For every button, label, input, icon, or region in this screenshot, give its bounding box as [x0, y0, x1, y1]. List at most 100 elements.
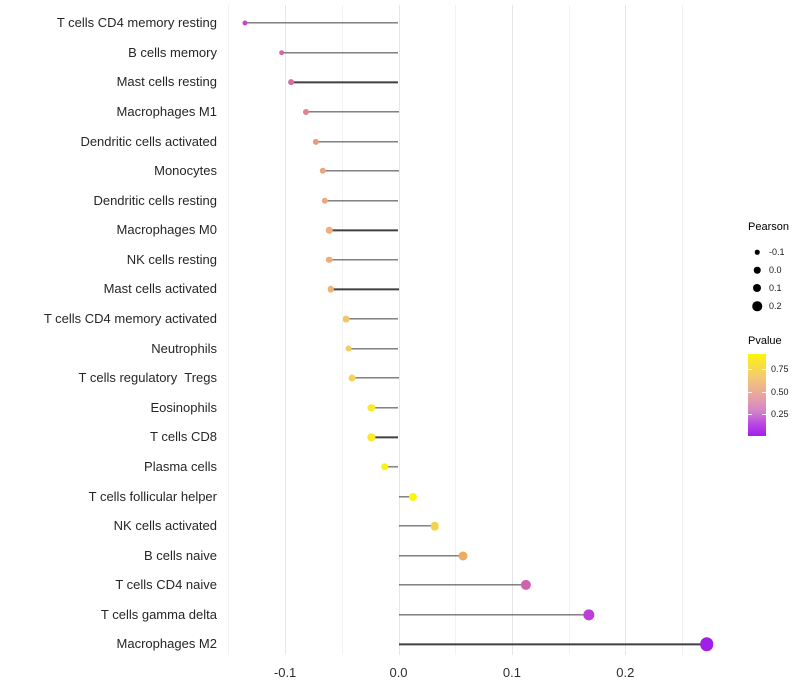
- lollipop-dot: [367, 404, 375, 412]
- legend-pearson-item-label: -0.1: [769, 247, 785, 257]
- y-axis-label: Macrophages M1: [116, 103, 217, 119]
- legend-pvalue-colorbar: Pvalue 0.75 0.50 0.25: [748, 335, 800, 436]
- y-axis-label: NK cells activated: [113, 518, 217, 534]
- gridline-minor: [568, 5, 570, 655]
- lollipop-stem: [398, 495, 414, 498]
- y-axis-label: T cells follicular helper: [88, 488, 217, 504]
- colorbar-tick: [748, 369, 752, 370]
- lollipop-stem: [371, 436, 399, 438]
- lollipop-stem: [329, 259, 399, 261]
- y-axis-label: Plasma cells: [144, 458, 217, 474]
- pvalue-colorbar-gradient: [748, 354, 766, 436]
- gridline-minor: [455, 5, 457, 655]
- lollipop-dot: [342, 315, 350, 323]
- lollipop-stem: [398, 584, 526, 586]
- gridline-major: [285, 5, 287, 655]
- y-axis-label: T cells gamma delta: [100, 606, 217, 622]
- y-axis-label: NK cells resting: [126, 251, 217, 267]
- lollipop-stem: [398, 614, 589, 616]
- colorbar-tick-label: 0.25: [771, 409, 789, 419]
- gridline-major: [511, 5, 513, 655]
- lollipop-stem: [352, 377, 399, 379]
- gridline-minor: [228, 5, 230, 655]
- lollipop-stem: [398, 525, 435, 527]
- legend-pearson-item: 0.2: [748, 297, 798, 315]
- lollipop-dot: [381, 463, 389, 471]
- lollipop-stem: [371, 407, 399, 409]
- x-axis-tick-label: 0.1: [502, 665, 521, 680]
- lollipop-dot: [520, 580, 531, 591]
- legend-pearson-item-label: 0.0: [769, 265, 782, 275]
- y-axis-label: Neutrophils: [151, 340, 217, 356]
- legend-pearson-item: -0.1: [748, 243, 798, 261]
- lollipop-stem: [322, 170, 399, 172]
- gridline-minor: [682, 5, 683, 655]
- lollipop-dot: [430, 521, 440, 531]
- lollipop-dot: [321, 197, 328, 204]
- lollipop-dot: [367, 433, 375, 441]
- y-axis-label: Macrophages M2: [116, 636, 217, 652]
- lollipop-stem: [245, 22, 399, 24]
- lollipop-dot: [583, 609, 595, 621]
- gridline-major: [398, 5, 400, 655]
- colorbar-tick: [748, 414, 752, 415]
- y-axis-label: Dendritic cells activated: [80, 133, 217, 149]
- x-axis-tick-label: -0.1: [273, 665, 297, 680]
- lollipop-stem: [330, 288, 399, 291]
- lollipop-stem: [315, 140, 399, 143]
- legend-pvalue-title: Pvalue: [748, 335, 782, 347]
- y-axis-label: B cells naive: [144, 547, 217, 563]
- lollipop-dot: [278, 50, 285, 56]
- colorbar-tick-label: 0.75: [771, 364, 789, 374]
- colorbar-tick: [748, 391, 752, 393]
- y-axis-label: T cells CD8: [150, 429, 217, 445]
- lollipop-dot: [287, 79, 294, 86]
- lollipop-dot: [242, 20, 248, 26]
- y-axis-label: Mast cells resting: [116, 74, 217, 90]
- y-axis-label: T cells CD4 naive: [115, 577, 217, 593]
- legend-pearson-size: Pearson -0.1 0.0 0.1 0.2: [748, 221, 798, 315]
- y-axis-label: Dendritic cells resting: [93, 192, 217, 208]
- lollipop-dot: [345, 345, 353, 353]
- y-axis-label: Monocytes: [154, 163, 217, 179]
- y-axis-label: T cells CD4 memory activated: [43, 311, 217, 326]
- lollipop-dot: [326, 256, 333, 264]
- lollipop-dot: [700, 637, 714, 652]
- lollipop-dot: [326, 227, 333, 234]
- lollipop-stem: [384, 466, 399, 468]
- lollipop-dot: [312, 138, 319, 145]
- lollipop-stem: [324, 200, 399, 202]
- colorbar-tick: [762, 414, 766, 415]
- gridline-minor: [341, 5, 343, 655]
- y-axis-label: Macrophages M0: [116, 222, 217, 238]
- lollipop-dot: [319, 167, 326, 175]
- legend-pearson-item: 0.0: [748, 261, 798, 279]
- legend-pearson-dot: [752, 301, 762, 311]
- legend-pearson-dot: [753, 284, 761, 292]
- legend-pearson-dot: [754, 249, 760, 255]
- colorbar-tick: [762, 391, 766, 393]
- y-axis-label: T cells regulatory Tregs: [78, 370, 217, 386]
- y-axis-label: Eosinophils: [150, 399, 218, 415]
- y-axis-label: Mast cells activated: [103, 281, 217, 297]
- lollipop-dot: [302, 108, 309, 115]
- lollipop-stem: [398, 643, 707, 646]
- colorbar-tick: [762, 369, 766, 370]
- lollipop-stem: [348, 347, 399, 350]
- lollipop-stem: [305, 111, 399, 113]
- x-axis-tick-label: 0.0: [389, 665, 408, 680]
- lollipop-stem: [290, 81, 399, 84]
- lollipop-stem: [346, 318, 399, 320]
- lollipop-stem: [329, 229, 399, 231]
- lollipop-dot: [327, 286, 334, 293]
- lollipop-dot: [458, 551, 468, 561]
- lollipop-dot: [409, 492, 418, 501]
- y-axis-label: T cells CD4 memory resting: [56, 15, 217, 31]
- legend-pearson-items: -0.1 0.0 0.1 0.2: [748, 243, 798, 315]
- legend-pearson-item-label: 0.1: [769, 283, 782, 293]
- legend-pearson-dot: [753, 266, 761, 274]
- legend-pearson-item-label: 0.2: [769, 301, 782, 311]
- y-axis-label: B cells memory: [128, 44, 217, 60]
- colorbar-tick-label: 0.50: [771, 386, 789, 397]
